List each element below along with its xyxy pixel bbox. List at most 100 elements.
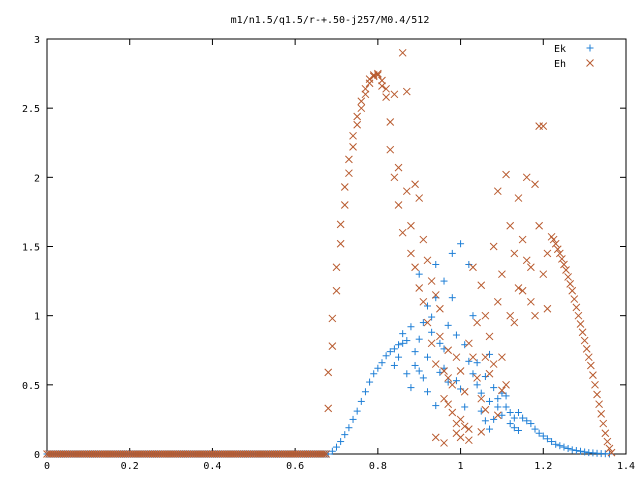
data-point-eh: [452, 353, 461, 362]
data-point-eh: [502, 170, 510, 179]
data-point-eh: [514, 194, 523, 202]
data-point-ek: [577, 447, 585, 455]
data-point-ek: [494, 403, 502, 411]
data-point-eh: [572, 303, 581, 312]
legend-marker-ek-shape: [586, 44, 594, 52]
data-point-eh: [340, 183, 349, 191]
data-point-ek: [403, 337, 411, 345]
data-point-eh: [444, 400, 453, 409]
data-point-ek: [486, 425, 494, 433]
data-point-eh: [566, 279, 575, 288]
data-point-eh: [543, 249, 552, 258]
data-point-ek: [473, 381, 481, 389]
data-point-eh: [361, 90, 370, 99]
data-point-ek: [486, 397, 494, 405]
data-point-ek: [382, 352, 390, 360]
data-point-ek: [403, 370, 411, 378]
data-point-eh: [469, 263, 477, 272]
data-point-eh: [398, 48, 407, 57]
data-point-eh: [498, 386, 506, 395]
plot-border: [46, 38, 627, 455]
data-point-ek: [469, 312, 477, 320]
data-point-eh: [493, 187, 502, 196]
data-point-ek: [473, 359, 481, 367]
series-eh: [43, 48, 616, 458]
data-point-eh: [448, 408, 457, 417]
data-point-eh: [603, 437, 612, 446]
data-point-ek: [390, 345, 398, 353]
data-point-ek: [415, 335, 423, 343]
data-point-ek: [432, 402, 440, 410]
data-point-eh: [518, 235, 527, 244]
data-point-eh: [591, 380, 599, 389]
data-point-ek: [469, 370, 477, 378]
data-point-ek: [523, 417, 531, 425]
data-point-eh: [560, 260, 568, 269]
data-point-eh: [589, 371, 597, 380]
data-point-ek: [333, 443, 340, 451]
data-point-eh: [419, 235, 428, 244]
x-tick-label: 1.2: [534, 461, 552, 472]
data-point-ek: [423, 302, 431, 310]
data-point-eh: [440, 367, 448, 375]
data-point-eh: [477, 281, 486, 290]
data-point-eh-baseline: [322, 450, 331, 458]
data-point-eh: [386, 145, 395, 154]
data-point-ek: [510, 414, 518, 422]
data-point-eh: [411, 263, 419, 272]
data-point-eh: [415, 284, 424, 292]
data-point-eh: [431, 291, 440, 299]
data-point-ek: [370, 370, 378, 378]
data-point-eh: [477, 428, 486, 436]
data-point-ek: [378, 359, 386, 367]
data-point-eh: [568, 286, 577, 295]
data-point-eh: [527, 263, 535, 272]
data-point-eh: [464, 339, 473, 348]
data-point-ek: [452, 377, 460, 385]
data-point-ek: [506, 420, 514, 428]
data-point-eh: [576, 320, 585, 328]
data-point-ek: [448, 249, 456, 257]
data-point-eh: [436, 304, 444, 313]
data-point-ek: [510, 424, 518, 432]
data-point-ek: [419, 374, 427, 382]
data-point-eh: [423, 318, 432, 327]
data-point-ek: [428, 313, 436, 321]
data-point-eh: [551, 239, 560, 248]
data-point-eh: [473, 318, 481, 327]
data-point-eh: [460, 422, 469, 431]
data-point-eh: [440, 394, 448, 403]
data-point-eh: [553, 245, 562, 254]
data-point-eh: [481, 405, 490, 414]
data-point-eh: [582, 345, 591, 353]
legend-marker-eh-shape: [586, 59, 594, 67]
data-point-eh: [586, 361, 595, 370]
data-point-eh: [423, 256, 432, 265]
data-point-ek: [481, 373, 489, 381]
data-point-eh: [481, 353, 490, 362]
data-point-ek: [564, 444, 572, 452]
data-point-eh: [419, 297, 428, 306]
data-point-ek: [328, 447, 336, 455]
data-point-ek: [502, 392, 510, 400]
x-tick-label: 0.6: [286, 461, 304, 472]
data-point-ek: [498, 411, 506, 419]
data-point-eh: [549, 235, 558, 244]
data-point-eh: [365, 79, 374, 88]
data-point-eh: [411, 180, 419, 189]
data-point-eh: [510, 249, 519, 258]
data-point-eh: [378, 76, 386, 85]
data-point-eh: [522, 256, 531, 265]
data-point-eh: [498, 270, 506, 279]
x-tick-label: 0.4: [203, 461, 221, 472]
data-point-eh: [506, 221, 515, 230]
data-point-eh: [564, 273, 572, 281]
data-point-ek: [395, 341, 403, 349]
data-point-eh: [390, 90, 399, 99]
data-point-eh: [498, 353, 506, 362]
data-point-eh: [527, 297, 535, 306]
data-point-ek: [366, 378, 374, 386]
data-point-eh: [543, 304, 552, 313]
data-point-eh: [340, 201, 349, 209]
data-point-ek: [543, 435, 551, 443]
